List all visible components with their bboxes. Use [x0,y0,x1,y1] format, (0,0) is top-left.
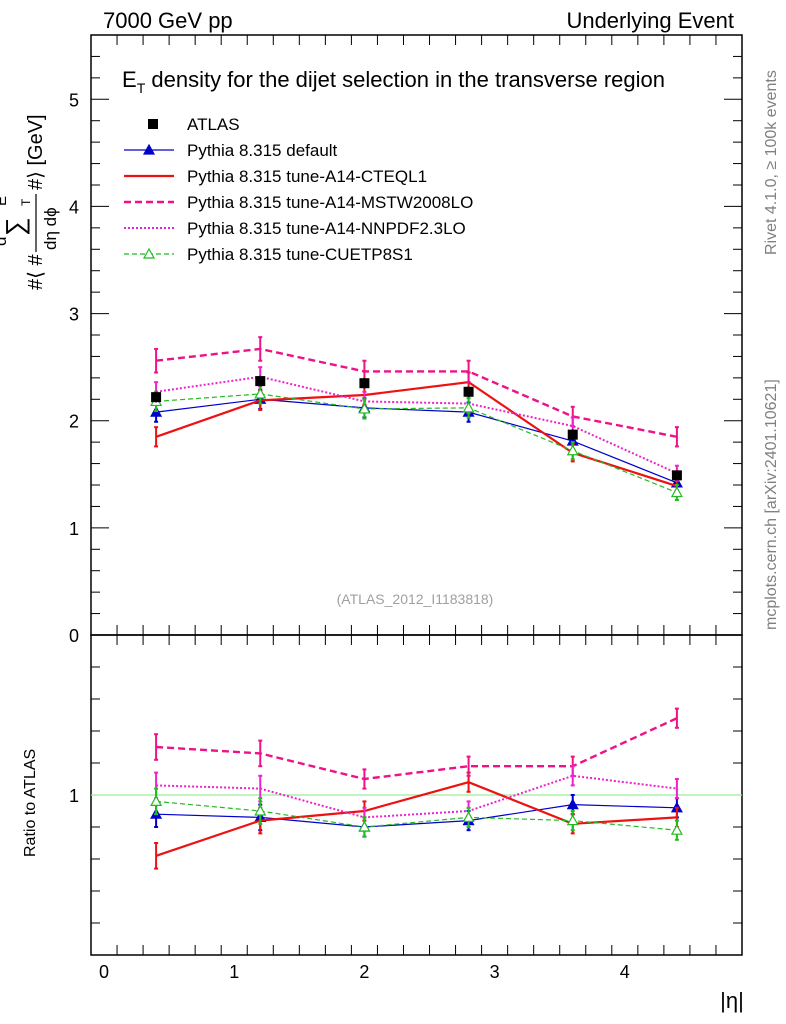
y-tick-label-zero: 0 [69,626,79,646]
main-series-nnpdf [154,366,679,482]
ratio-line-mstw [156,717,678,781]
atlas-point [151,392,162,403]
header-energy-label: 7000 GeV pp [103,8,233,33]
legend-entry-mstw: Pythia 8.315 tune-A14-MSTW2008LO [124,193,473,212]
analysis-watermark: (ATLAS_2012_I1183818) [337,591,494,607]
legend-entry-cteql1: Pythia 8.315 tune-A14-CTEQL1 [124,167,427,186]
ratio-series-cuetp8s1 [150,787,683,841]
x-tick-label: 4 [620,962,630,982]
header-analysis-label: Underlying Event [566,8,734,33]
legend-marker-atlas [148,119,158,129]
y-tick-label: 5 [69,90,79,110]
y-label-numerator-d: d [0,237,10,246]
axis-ticks [90,34,743,956]
legend-entry-default: Pythia 8.315 default [124,141,338,160]
plot-title: ET density for the dijet selection in th… [122,67,665,96]
main-point [566,444,579,456]
legend-label-default: Pythia 8.315 default [187,141,338,160]
main-series-group [150,336,683,501]
x-tick-labels: 0 1 2 3 4 [99,962,630,982]
legend-label-cuetp8s1: Pythia 8.315 tune-CUETP8S1 [187,245,413,264]
main-series-default [150,388,683,492]
main-line-mstw [155,347,678,438]
ratio-series-mstw [154,707,679,790]
legend-entry-cuetp8s1: Pythia 8.315 tune-CUETP8S1 [124,245,413,264]
legend-entry-nnpdf: Pythia 8.315 tune-A14-NNPDF2.3LO [124,219,466,238]
atlas-point [463,386,474,397]
ratio-point [566,814,579,826]
y-tick-label: 4 [69,197,79,217]
main-y-tick-labels: 1 2 3 4 5 0 [69,90,79,646]
y-label-sum: ∑ [0,217,30,236]
main-point [358,402,371,414]
ratio-point [670,823,683,835]
y-label-E: E [0,196,10,206]
ratio-point [254,804,267,816]
y-label-T: T [19,198,33,206]
atlas-point [255,376,266,387]
main-y-axis-label: #⟨ # dη dϕ d ∑ E T #⟩ [GeV] [0,114,60,290]
legend: ATLAS Pythia 8.315 default Pythia 8.315 tu… [124,115,473,264]
main-point [462,401,475,413]
main-line-cteql1 [155,381,678,488]
x-tick-label: 3 [490,962,500,982]
main-point [254,387,267,399]
ratio-line-cteql1 [155,781,677,857]
main-series-mstw [154,336,679,448]
atlas-point [359,378,370,389]
legend-marker-cuetp8s1 [142,247,156,259]
ratio-line-cuetp8s1 [156,800,677,831]
legend-entry-atlas: ATLAS [148,115,240,134]
legend-label-nnpdf: Pythia 8.315 tune-A14-NNPDF2.3LO [187,219,466,238]
legend-marker-default [142,143,156,155]
y-tick-label: 1 [69,519,79,539]
y-tick-label: 2 [69,412,79,432]
x-tick-label: 1 [229,962,239,982]
legend-label-mstw: Pythia 8.315 tune-A14-MSTW2008LO [187,193,473,212]
ratio-line-nnpdf [156,774,678,819]
x-axis-label: |η| [720,988,744,1013]
ratio-point [462,811,475,823]
main-point [670,486,683,498]
ratio-series-group [150,707,683,870]
main-line-default [156,398,678,484]
ratio-y-tick-label: 1 [69,786,79,806]
legend-label-atlas: ATLAS [187,115,240,134]
y-label-denominator: dη dϕ [41,207,60,250]
main-series-cteql1 [154,371,679,495]
y-tick-label: 3 [69,305,79,325]
x-tick-label: 2 [359,962,369,982]
ratio-point [150,795,163,807]
main-series-atlas [151,375,682,481]
x-tick-label: 0 [99,962,109,982]
legend-label-cteql1: Pythia 8.315 tune-A14-CTEQL1 [187,167,427,186]
ratio-point [566,798,579,810]
ratio-line-default [156,803,677,828]
atlas-point [567,429,578,440]
atlas-point [671,470,682,481]
main-line-nnpdf [155,375,678,475]
y-label-unit: #⟩ [GeV] [25,114,47,190]
ratio-point [358,820,371,832]
y-label-prefix: #⟨ # [25,254,47,290]
